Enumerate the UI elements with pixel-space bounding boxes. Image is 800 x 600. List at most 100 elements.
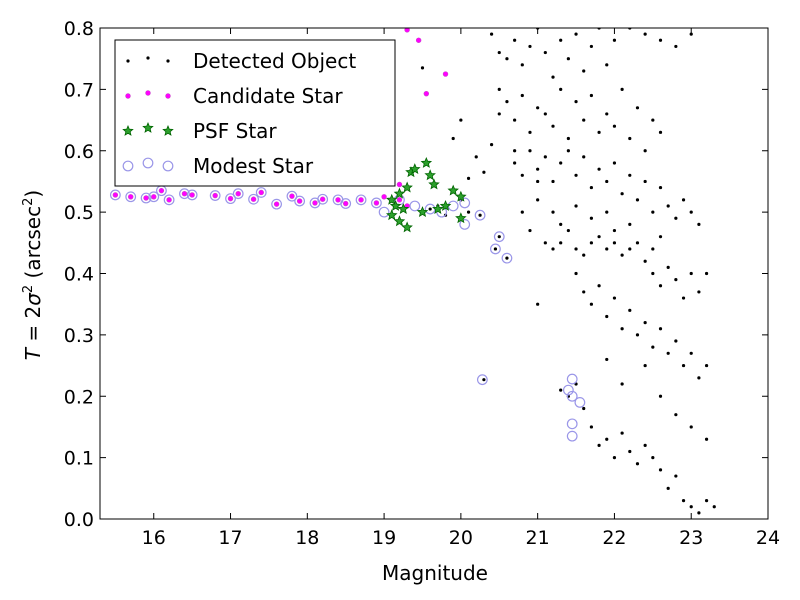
data-point xyxy=(666,351,670,355)
data-point xyxy=(536,198,540,202)
data-point xyxy=(551,179,555,184)
data-point xyxy=(612,296,617,300)
data-point xyxy=(493,231,505,243)
data-point xyxy=(643,363,647,368)
data-point xyxy=(643,259,647,263)
data-point xyxy=(455,190,467,202)
data-point xyxy=(689,271,693,276)
legend-marker xyxy=(122,124,134,136)
data-point xyxy=(225,193,236,205)
data-point xyxy=(386,209,398,221)
data-point xyxy=(562,384,574,396)
data-point xyxy=(658,130,663,134)
data-point xyxy=(574,247,578,251)
data-point xyxy=(704,363,709,368)
data-point xyxy=(566,390,578,402)
data-point xyxy=(393,187,406,199)
data-point xyxy=(559,161,563,165)
data-point xyxy=(404,28,410,33)
plot-area xyxy=(109,28,716,515)
data-point xyxy=(181,191,188,197)
data-point xyxy=(620,253,624,257)
data-point xyxy=(551,75,555,79)
data-point xyxy=(209,190,221,201)
data-point xyxy=(689,32,693,36)
data-point xyxy=(536,167,540,171)
data-point xyxy=(697,511,701,515)
data-point xyxy=(420,66,425,70)
data-point xyxy=(628,308,632,312)
data-point xyxy=(559,87,563,91)
x-axis-label: Magnitude xyxy=(382,561,488,585)
legend-entry: Detected Object xyxy=(126,49,356,73)
data-point xyxy=(296,198,303,204)
data-point xyxy=(651,456,655,460)
data-point xyxy=(493,247,498,251)
data-point xyxy=(428,178,440,190)
y-label-unit-open: (arcsec xyxy=(21,206,45,285)
data-point xyxy=(112,192,119,198)
data-point xyxy=(597,235,601,239)
data-point xyxy=(482,378,486,382)
data-point xyxy=(373,200,380,206)
data-point xyxy=(189,192,195,198)
data-point xyxy=(689,351,693,355)
data-point xyxy=(628,222,632,226)
data-point xyxy=(681,296,686,300)
data-point xyxy=(428,207,432,211)
series-2 xyxy=(386,156,467,233)
x-tick-label: 22 xyxy=(602,527,626,549)
data-point xyxy=(612,241,617,245)
data-point xyxy=(513,118,517,122)
data-point xyxy=(681,498,686,503)
y-tick-label: 0.7 xyxy=(64,79,94,101)
y-tick-label: 0.1 xyxy=(64,448,94,470)
data-point xyxy=(589,425,594,429)
legend-entry: Modest Star xyxy=(122,154,314,178)
data-point xyxy=(528,228,532,233)
legend-marker xyxy=(122,160,134,172)
data-point xyxy=(566,228,570,233)
data-point xyxy=(620,431,624,435)
data-point xyxy=(643,443,647,447)
data-point xyxy=(566,418,578,430)
data-point xyxy=(635,241,640,245)
data-point xyxy=(312,200,318,206)
data-point xyxy=(628,136,632,141)
data-point xyxy=(689,425,693,429)
y-tick-label: 0.8 xyxy=(64,18,94,40)
data-point xyxy=(628,173,632,177)
data-point xyxy=(466,210,471,214)
data-point xyxy=(505,57,509,61)
data-point xyxy=(582,155,586,159)
legend-label: Candidate Star xyxy=(193,84,343,108)
data-point xyxy=(658,468,663,472)
data-point xyxy=(635,106,640,110)
data-point xyxy=(447,200,459,212)
data-point xyxy=(697,222,701,226)
data-point xyxy=(566,430,578,442)
data-point xyxy=(589,216,594,220)
data-point xyxy=(612,38,617,42)
series-3 xyxy=(109,185,586,442)
data-point xyxy=(566,136,570,141)
data-point xyxy=(476,374,488,386)
data-point xyxy=(505,256,509,260)
data-point xyxy=(651,210,655,214)
data-point xyxy=(651,247,655,251)
data-point xyxy=(381,194,387,200)
data-point xyxy=(712,505,716,509)
data-point xyxy=(704,437,709,441)
data-point xyxy=(186,189,198,201)
data-point xyxy=(620,382,624,386)
x-tick-label: 16 xyxy=(142,527,166,549)
data-point xyxy=(543,241,547,245)
y-tick-label: 0.4 xyxy=(64,264,94,286)
data-point xyxy=(605,437,609,441)
data-point xyxy=(396,197,403,203)
x-tick-label: 20 xyxy=(449,527,473,549)
data-point xyxy=(628,247,632,251)
data-point xyxy=(658,185,663,190)
data-point xyxy=(232,188,244,200)
